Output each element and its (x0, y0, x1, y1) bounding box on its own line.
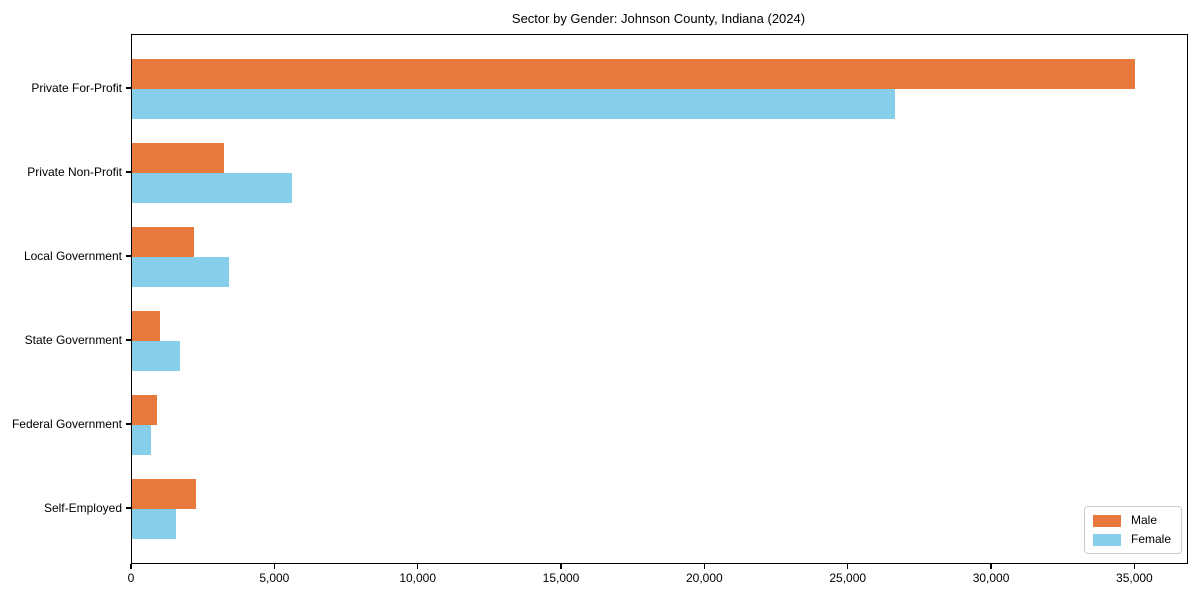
x-axis-label: 25,000 (829, 571, 867, 585)
x-axis-label: 30,000 (972, 571, 1010, 585)
bar-male-1 (132, 59, 1136, 89)
x-tick-mark (416, 563, 419, 569)
legend-label-female: Female (1130, 532, 1171, 546)
y-axis-label: Private Non-Profit (27, 165, 122, 179)
male-series-swatch (1092, 514, 1121, 527)
y-tick-mark (126, 255, 131, 257)
x-tick-mark (990, 563, 992, 569)
y-axis-label: Self-Employed (43, 501, 122, 515)
legend-item-female: Female (1092, 532, 1171, 546)
y-axis-label: Federal Government (11, 417, 122, 431)
x-axis-label: 0 (127, 571, 135, 585)
bar-female-3 (132, 257, 229, 287)
bar-male-5 (132, 395, 157, 425)
x-axis-label: 5,000 (259, 571, 290, 585)
x-axis-label: 20,000 (686, 571, 723, 585)
legend: Male Female (1083, 506, 1182, 554)
x-tick-mark (560, 563, 562, 569)
y-tick-mark (126, 87, 131, 89)
x-tick-mark (846, 563, 849, 569)
bar-male-3 (132, 227, 194, 257)
bar-male-4 (132, 311, 161, 341)
y-tick-mark (126, 423, 131, 425)
y-tick-mark (126, 339, 131, 341)
bar-female-4 (132, 341, 180, 371)
x-axis-label: 10,000 (399, 571, 437, 585)
x-tick-mark (1133, 563, 1136, 569)
bar-female-5 (132, 425, 152, 455)
x-tick-mark (273, 563, 276, 569)
bar-female-2 (132, 173, 292, 203)
y-axis-label: State Government (24, 333, 122, 347)
female-series-swatch (1092, 533, 1121, 546)
x-axis-label: 15,000 (542, 571, 580, 585)
y-axis-label: Private For-Profit (31, 81, 122, 95)
bar-male-2 (132, 143, 224, 173)
y-axis-label: Local Government (23, 249, 122, 263)
plot-area: Male Female (131, 34, 1188, 564)
x-tick-mark (130, 563, 132, 569)
y-tick-mark (126, 507, 131, 509)
y-tick-mark (126, 171, 131, 173)
bar-female-1 (132, 89, 895, 119)
bar-female-6 (132, 509, 177, 539)
legend-label-male: Male (1130, 513, 1157, 527)
x-tick-mark (703, 563, 706, 569)
legend-item-male: Male (1092, 513, 1171, 527)
bar-male-6 (132, 479, 196, 509)
chart-title: Sector by Gender: Johnson County, Indian… (511, 11, 806, 26)
x-axis-label: 35,000 (1116, 571, 1153, 585)
